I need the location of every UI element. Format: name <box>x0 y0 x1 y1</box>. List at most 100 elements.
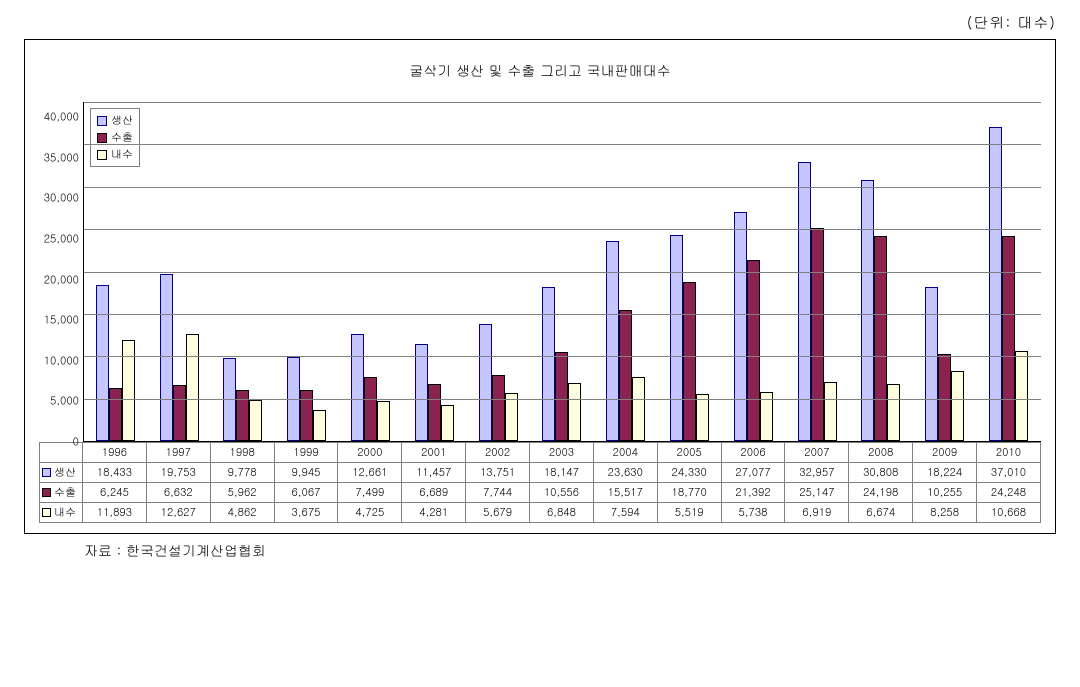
bar-export <box>619 310 632 442</box>
table-cell: 12,627 <box>147 503 211 523</box>
table-cell: 10,255 <box>913 483 977 503</box>
table-cell: 19,753 <box>147 463 211 483</box>
bar-export <box>109 388 122 441</box>
gridline <box>84 102 1041 103</box>
table-cell: 10,668 <box>977 503 1041 523</box>
gridline <box>84 314 1041 315</box>
gridline <box>84 187 1041 188</box>
table-cell: 6,848 <box>530 503 594 523</box>
chart-title: 굴삭기 생산 및 수출 그리고 국내판매대수 <box>39 60 1041 80</box>
table-cell: 23,630 <box>594 463 658 483</box>
table-cell: 4,281 <box>402 503 466 523</box>
table-cell: 6,689 <box>402 483 466 503</box>
bar-production <box>734 212 747 441</box>
table-cell: 5,962 <box>211 483 275 503</box>
row-swatch-export <box>42 488 51 497</box>
x-tick-label: 2005 <box>658 442 722 463</box>
bar-domestic <box>887 384 900 441</box>
table-cell: 12,661 <box>338 463 402 483</box>
x-axis-row: 1996199719981999200020012002200320042005… <box>39 442 1041 463</box>
bar-export <box>300 390 313 441</box>
gridline <box>84 356 1041 357</box>
row-label: 수출 <box>54 485 76 500</box>
bar-production <box>925 287 938 441</box>
x-tick-label: 1998 <box>211 442 275 463</box>
y-tick-label: 30,000 <box>44 191 79 206</box>
table-cell: 8,258 <box>913 503 977 523</box>
bar-export <box>938 354 951 441</box>
table-cell: 5,738 <box>722 503 786 523</box>
table-row-production: 생산18,43319,7539,7789,94512,66111,45713,7… <box>39 463 1041 483</box>
bar-export <box>555 352 568 441</box>
table-cell: 24,198 <box>849 483 913 503</box>
bar-production <box>861 180 874 441</box>
bar-export <box>683 282 696 441</box>
gridline <box>84 399 1041 400</box>
table-cell: 4,862 <box>211 503 275 523</box>
y-tick-label: 10,000 <box>44 353 79 368</box>
x-tick-label: 2008 <box>849 442 913 463</box>
x-tick-label: 1996 <box>83 442 147 463</box>
table-cell: 9,778 <box>211 463 275 483</box>
y-tick-label: 20,000 <box>44 272 79 287</box>
x-tick-label: 2010 <box>977 442 1041 463</box>
unit-label: (단위: 대수) <box>24 12 1056 33</box>
x-tick-label: 2006 <box>722 442 786 463</box>
bar-export <box>364 377 377 441</box>
y-tick-label: 35,000 <box>44 150 79 165</box>
table-cell: 18,433 <box>83 463 147 483</box>
table-cell: 6,067 <box>275 483 339 503</box>
bar-domestic <box>313 410 326 441</box>
bar-production <box>542 287 555 441</box>
bar-domestic <box>760 392 773 441</box>
table-cell: 32,957 <box>785 463 849 483</box>
table-cell: 11,457 <box>402 463 466 483</box>
table-cell: 11,893 <box>83 503 147 523</box>
row-swatch-production <box>42 468 51 477</box>
bar-export <box>874 236 887 441</box>
table-cell: 7,594 <box>594 503 658 523</box>
table-cell: 15,517 <box>594 483 658 503</box>
table-cell: 24,330 <box>658 463 722 483</box>
bar-export <box>811 228 824 441</box>
table-cell: 37,010 <box>977 463 1041 483</box>
chart-data-table: 1996199719981999200020012002200320042005… <box>39 442 1041 523</box>
bar-production <box>415 344 428 441</box>
x-tick-label: 2000 <box>338 442 402 463</box>
table-cell: 6,632 <box>147 483 211 503</box>
bar-domestic <box>441 405 454 441</box>
bar-domestic <box>377 401 390 441</box>
bar-export <box>173 385 186 441</box>
source-label: 자료 : 한국건설기계산업협회 <box>24 540 1056 560</box>
y-tick-label: 15,000 <box>44 313 79 328</box>
x-tick-label: 1997 <box>147 442 211 463</box>
gridline <box>84 272 1041 273</box>
row-header-domestic: 내수 <box>39 503 83 523</box>
table-cell: 18,224 <box>913 463 977 483</box>
table-cell: 5,519 <box>658 503 722 523</box>
table-cell: 6,919 <box>785 503 849 523</box>
row-header-export: 수출 <box>39 483 83 503</box>
table-cell: 24,248 <box>977 483 1041 503</box>
x-tick-label: 2004 <box>594 442 658 463</box>
y-tick-label: 5,000 <box>50 394 79 409</box>
y-tick-label: 40,000 <box>44 110 79 125</box>
table-cell: 27,077 <box>722 463 786 483</box>
bar-production <box>96 285 109 441</box>
bar-production <box>670 235 683 441</box>
table-cell: 25,147 <box>785 483 849 503</box>
x-tick-label: 2003 <box>530 442 594 463</box>
table-cell: 6,245 <box>83 483 147 503</box>
bar-domestic <box>632 377 645 441</box>
table-row-domestic: 내수11,89312,6274,8623,6754,7254,2815,6796… <box>39 503 1041 523</box>
bar-domestic <box>568 383 581 441</box>
chart-plot-wrap: 40,00035,00030,00025,00020,00015,00010,0… <box>39 102 1041 442</box>
table-row-export: 수출6,2456,6325,9626,0677,4996,6897,74410,… <box>39 483 1041 503</box>
bar-production <box>160 274 173 441</box>
table-cell: 7,744 <box>466 483 530 503</box>
plot-area: 생산수출내수 <box>83 102 1041 442</box>
x-tick-label: 2009 <box>913 442 977 463</box>
bar-domestic <box>186 334 199 441</box>
table-cell: 6,674 <box>849 503 913 523</box>
row-header-production: 생산 <box>39 463 83 483</box>
